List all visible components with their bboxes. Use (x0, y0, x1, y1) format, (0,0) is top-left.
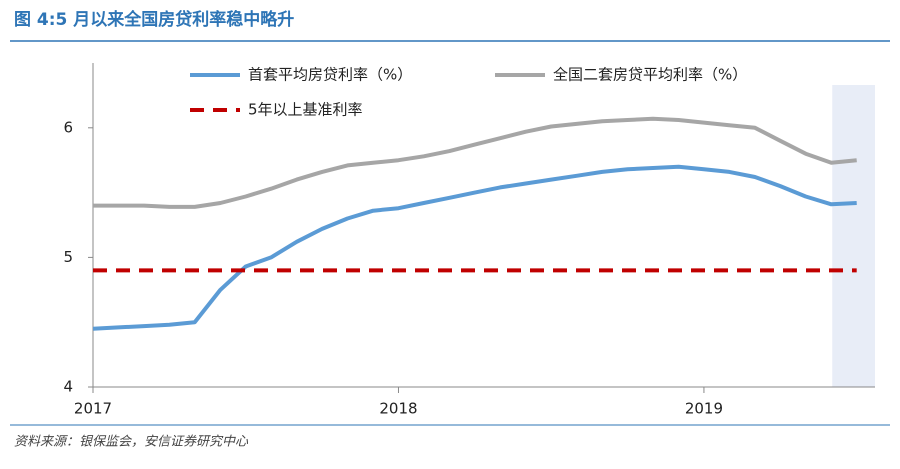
legend-label: 全国二套房贷平均利率（%） (553, 66, 747, 84)
y-tick-label: 5 (63, 248, 73, 266)
chart-title: 图 4:5 月以来全国房贷利率稳中略升 (14, 9, 294, 30)
y-tick-label: 6 (63, 118, 73, 136)
legend-label: 首套平均房贷利率（%） (248, 66, 412, 84)
y-tick-label: 4 (63, 378, 73, 396)
x-tick-label: 2017 (74, 400, 112, 418)
x-tick-label: 2018 (379, 400, 417, 418)
series-line (93, 116, 857, 209)
highlight-band (832, 85, 875, 387)
x-tick-label: 2019 (685, 400, 723, 418)
legend-label: 5年以上基准利率 (248, 101, 363, 119)
source: 资料来源：银保监会，安信证券研究中心 (14, 434, 249, 450)
series-line (92, 164, 857, 331)
